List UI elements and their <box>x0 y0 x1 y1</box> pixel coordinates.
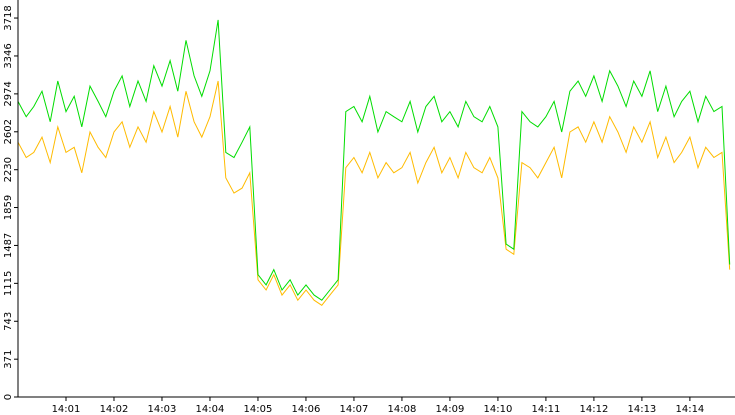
x-tick-label: 14:14 <box>675 404 704 415</box>
x-tick-label: 14:13 <box>627 404 656 415</box>
x-tick-label: 14:09 <box>436 404 465 415</box>
y-tick-label: 3346 <box>3 43 14 68</box>
y-tick-label: 1859 <box>3 195 14 220</box>
x-tick-label: 14:08 <box>388 404 417 415</box>
series-line <box>17 80 731 306</box>
y-tick-label: 743 <box>3 312 14 331</box>
y-tick-label: 2602 <box>3 119 14 144</box>
x-tick-label: 14:07 <box>340 404 369 415</box>
y-tick-label: 3718 <box>3 5 14 30</box>
y-tick-label: 1487 <box>3 233 14 258</box>
y-tick-label: 1115 <box>3 271 14 296</box>
y-tick-label: 2230 <box>3 157 14 182</box>
x-tick-label: 14:10 <box>484 404 513 415</box>
x-tick-label: 14:11 <box>531 404 560 415</box>
y-tick-label: 2974 <box>3 81 14 106</box>
x-tick-label: 14:04 <box>196 404 225 415</box>
y-tick-label: 0 <box>3 394 14 400</box>
series-line <box>17 19 731 301</box>
x-tick-label: 14:02 <box>100 404 129 415</box>
x-tick-label: 14:03 <box>148 404 177 415</box>
x-tick-label: 14:05 <box>244 404 273 415</box>
x-tick-label: 14:01 <box>52 404 81 415</box>
y-tick-label: 371 <box>3 350 14 369</box>
x-tick-label: 14:12 <box>579 404 608 415</box>
x-tick-label: 14:06 <box>292 404 321 415</box>
